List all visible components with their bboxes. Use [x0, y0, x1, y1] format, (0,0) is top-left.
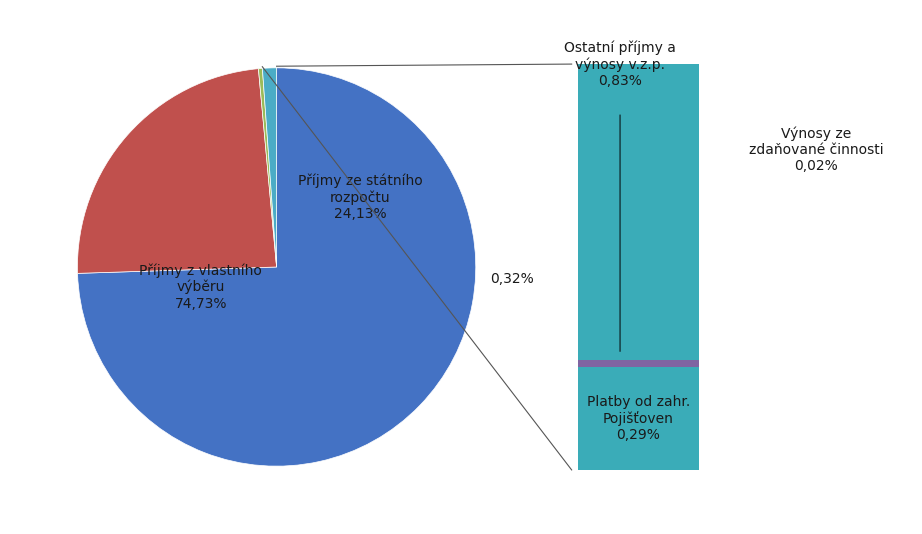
- Text: 0,32%: 0,32%: [490, 272, 534, 286]
- Text: Platby od zahr.
Pojišťoven
0,29%: Platby od zahr. Pojišťoven 0,29%: [587, 395, 690, 442]
- Wedge shape: [263, 68, 277, 267]
- Text: Výnosy ze
zdaňované činnosti
0,02%: Výnosy ze zdaňované činnosti 0,02%: [749, 126, 883, 173]
- Text: Ostatní příjmy a
výnosy v.z.p.
0,83%: Ostatní příjmy a výnosy v.z.p. 0,83%: [564, 41, 676, 88]
- Wedge shape: [77, 68, 476, 466]
- Text: Příjmy ze státního
rozpočtu
24,13%: Příjmy ze státního rozpočtu 24,13%: [298, 174, 422, 221]
- Bar: [578, 359, 699, 367]
- Wedge shape: [77, 69, 277, 273]
- Text: Příjmy z vlastního
výběru
74,73%: Příjmy z vlastního výběru 74,73%: [139, 263, 263, 311]
- Bar: [578, 367, 699, 470]
- Wedge shape: [258, 68, 277, 267]
- Bar: [578, 64, 699, 359]
